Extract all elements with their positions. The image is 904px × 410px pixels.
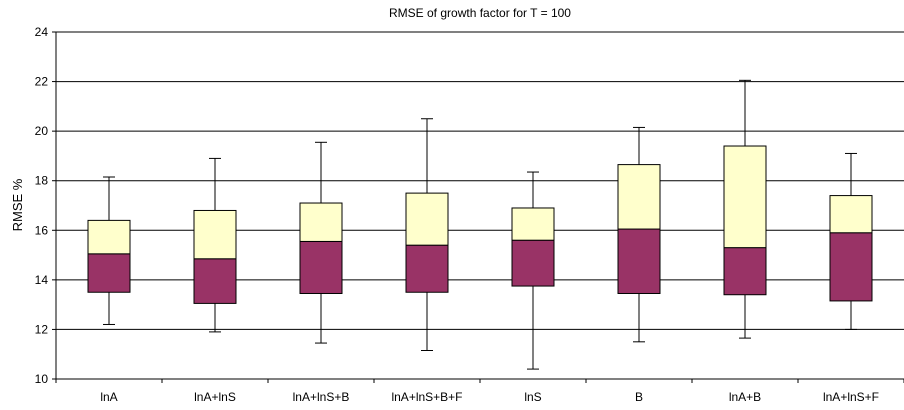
box-3 — [405, 118, 449, 351]
category-label: lnA+lnS+F — [823, 390, 879, 404]
y-tick-label: 12 — [35, 322, 49, 336]
box-6 — [723, 79, 767, 339]
lower-box — [829, 232, 873, 302]
upper-box — [299, 202, 343, 242]
box-0 — [87, 176, 131, 325]
y-tick-label: 22 — [35, 75, 49, 89]
y-tick-label: 18 — [35, 174, 49, 188]
category-label: lnA+lnS+B — [293, 390, 350, 404]
category-label: lnA+B — [729, 390, 761, 404]
upper-box — [87, 219, 131, 255]
box-4 — [511, 171, 555, 370]
category-label: lnA+lnS+B+F — [391, 390, 462, 404]
lower-box — [511, 239, 555, 287]
gridlines — [56, 31, 904, 330]
lower-box — [405, 244, 449, 293]
upper-box — [617, 164, 661, 230]
y-tick-label: 20 — [35, 124, 49, 138]
axes: 10 12 14 16 18 20 22 24 — [35, 25, 904, 386]
box-5 — [617, 126, 661, 343]
box-2 — [299, 141, 343, 344]
y-tick-label: 16 — [35, 223, 49, 237]
category-label: B — [635, 390, 643, 404]
upper-box — [511, 207, 555, 241]
y-tick-label: 24 — [35, 25, 49, 39]
y-tick-label: 14 — [35, 273, 49, 287]
y-tick-label: 10 — [35, 372, 49, 386]
boxes — [87, 79, 873, 370]
category-label: lnA+lnS — [194, 390, 236, 404]
upper-box — [405, 192, 449, 246]
category-label: lnA — [100, 390, 117, 404]
upper-box — [193, 209, 237, 260]
chart-title: RMSE of growth factor for T = 100 — [389, 6, 571, 20]
y-axis-label: RMSE % — [10, 178, 25, 231]
lower-box — [299, 240, 343, 294]
lower-box — [87, 253, 131, 293]
box-1 — [193, 157, 237, 333]
box-7 — [829, 152, 873, 330]
lower-box — [193, 258, 237, 304]
lower-box — [723, 247, 767, 296]
upper-box — [723, 145, 767, 249]
lower-box — [617, 228, 661, 294]
upper-box — [829, 195, 873, 234]
category-label: lnS — [524, 390, 541, 404]
